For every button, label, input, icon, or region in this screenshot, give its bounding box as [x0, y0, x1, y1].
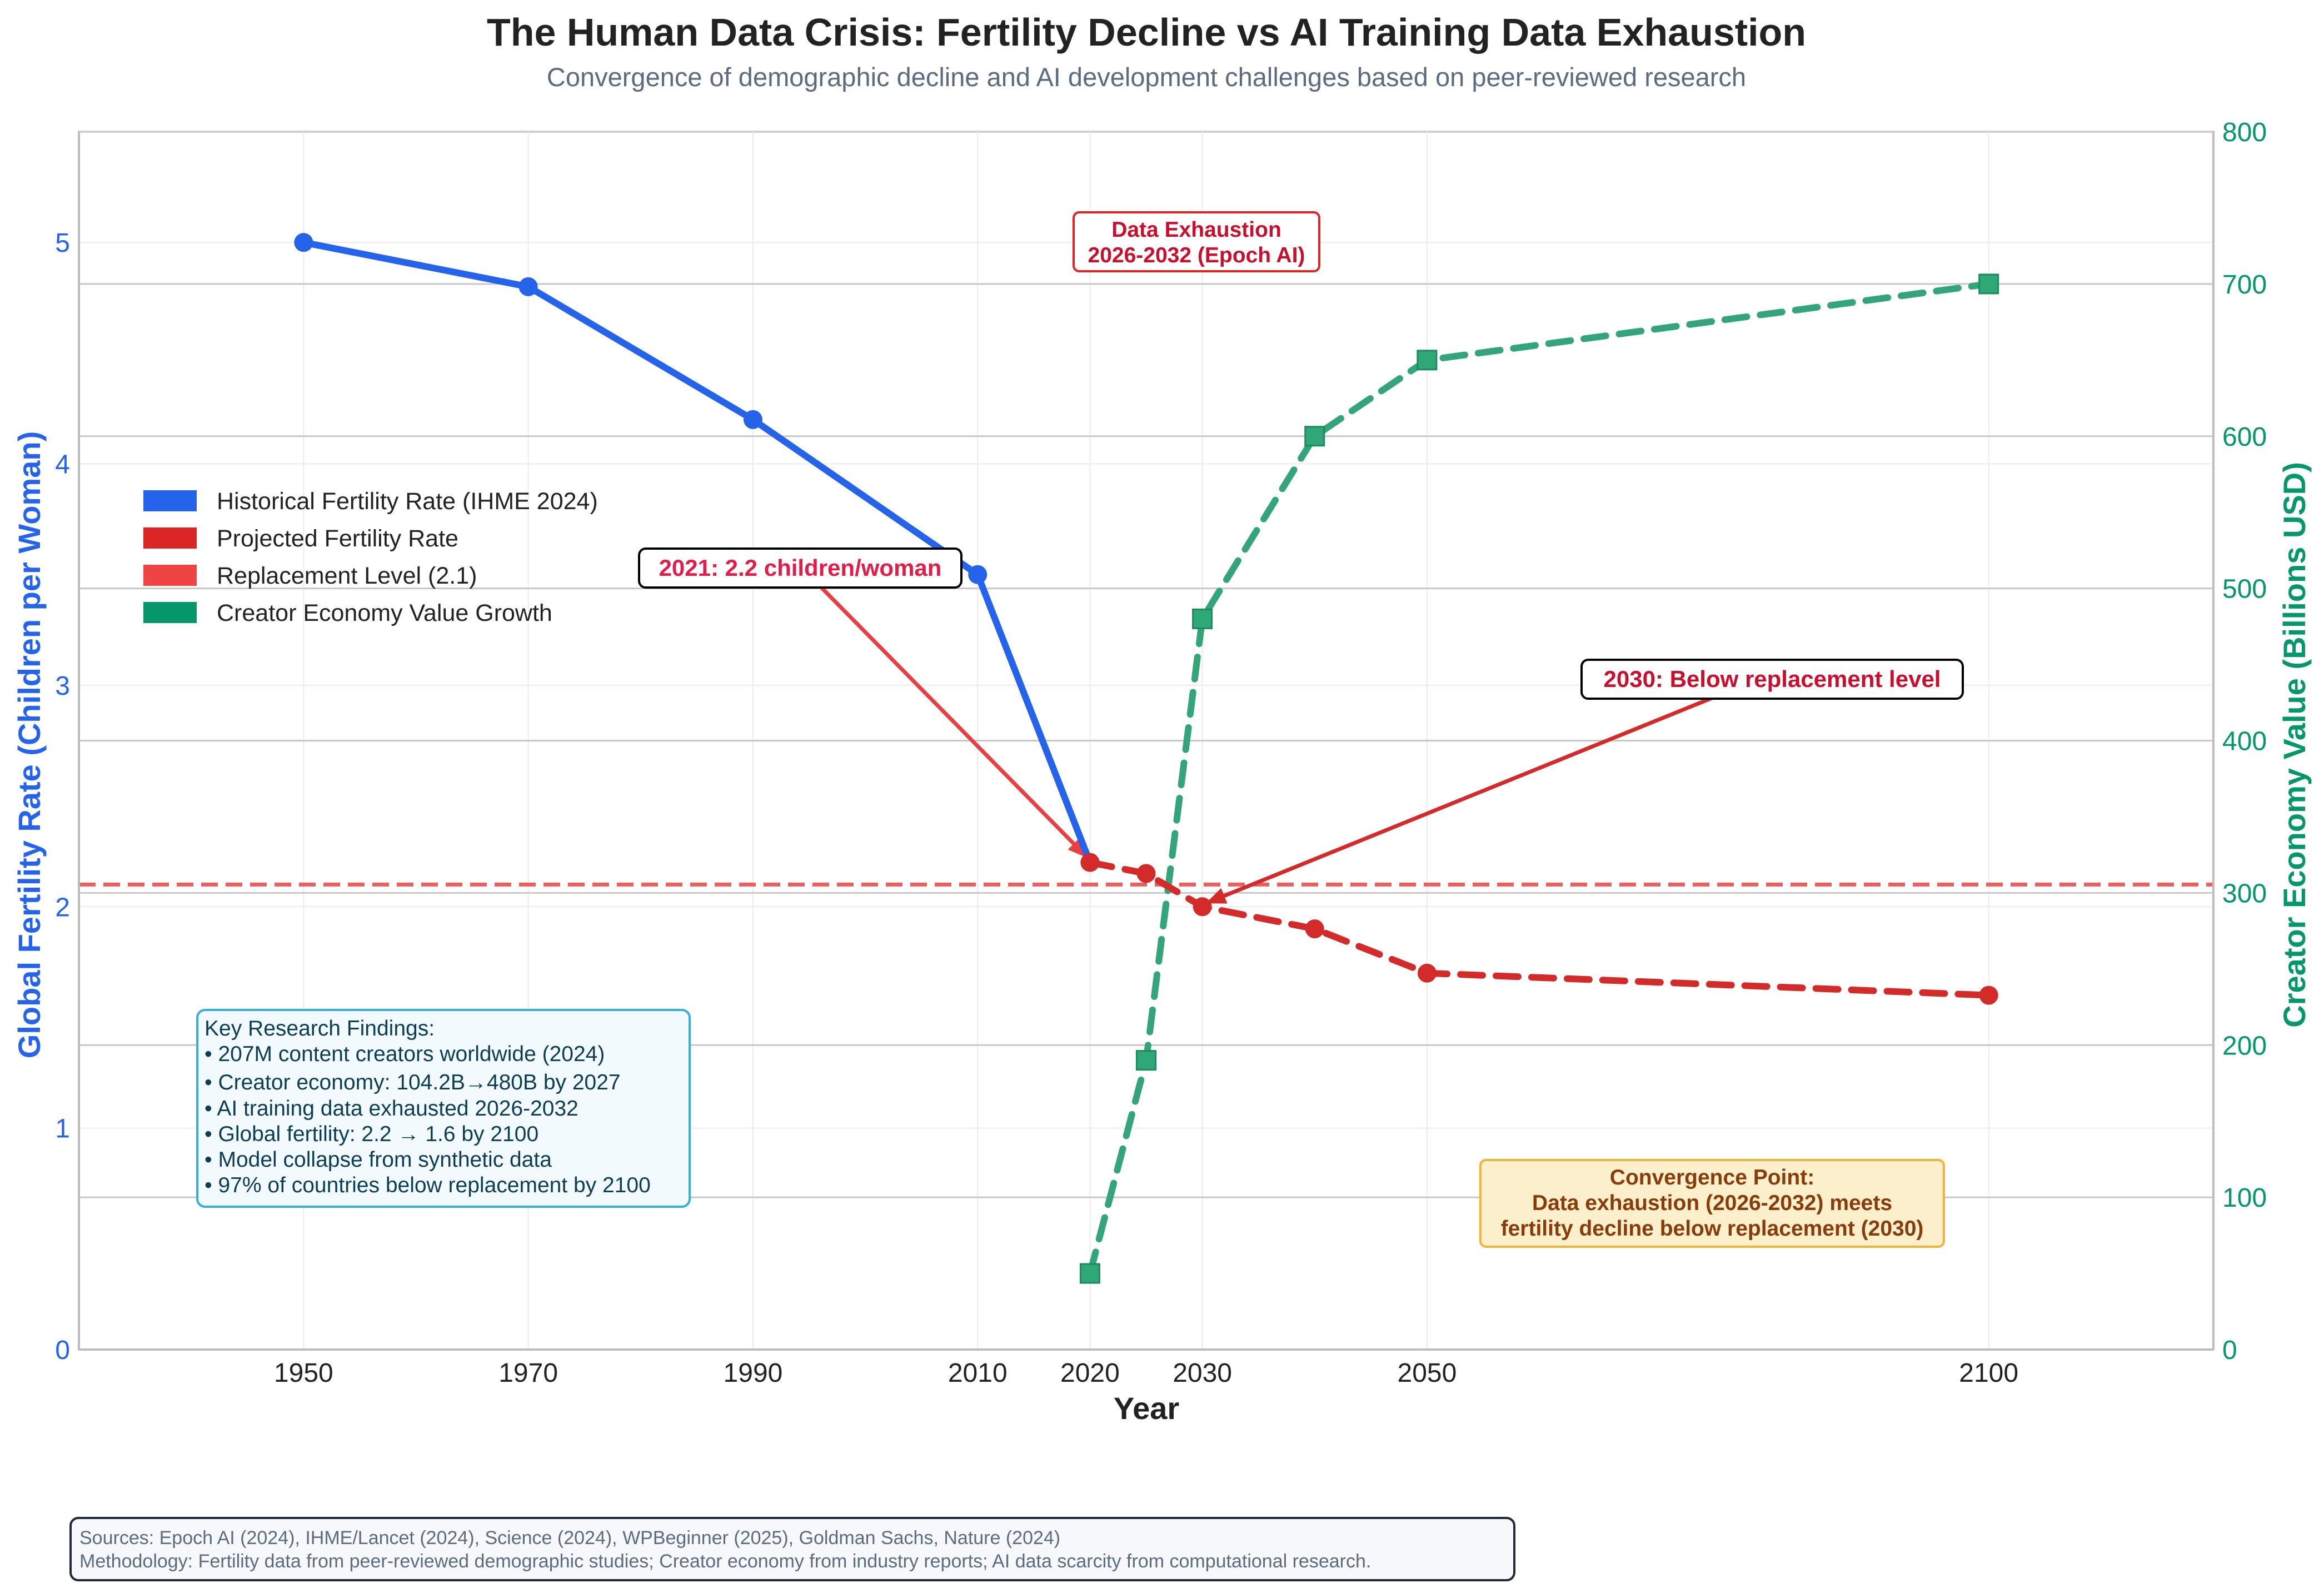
y-left-tick-label: 1: [55, 1114, 70, 1144]
fertility-2021-annotation: 2021: 2.2 children/woman: [638, 547, 962, 589]
legend-label-replacement: Replacement Level (2.1): [217, 562, 477, 589]
legend-swatch-creator: [143, 602, 197, 623]
x-tick-label: 2030: [1173, 1358, 1232, 1388]
y-left-tick-label: 0: [55, 1336, 70, 1365]
series-markers: [294, 233, 1999, 1284]
data-exhaustion-line-2: 2026-2032 (Epoch AI): [1088, 243, 1305, 267]
convergence-line-2: Data exhaustion (2026-2032) meets: [1532, 1191, 1892, 1215]
x-tick-label: 2020: [1060, 1358, 1120, 1388]
right-axis-gridlines: [79, 283, 2213, 1198]
findings-item: • Creator economy: 104.2B→480B by 2027: [205, 1071, 621, 1094]
y-left-tick-label: 2: [55, 893, 70, 922]
convergence-point-box: Convergence Point: Data exhaustion (2026…: [1479, 1159, 1945, 1248]
historical-point: [968, 565, 988, 584]
historical-point: [294, 233, 313, 252]
below-replacement-label: 2030: Below replacement level: [1604, 666, 1941, 692]
below-replacement-arrow-head: [1205, 888, 1228, 904]
x-tick-label: 1950: [274, 1358, 333, 1388]
findings-item: • 207M content creators worldwide (2024): [205, 1042, 605, 1066]
y-right-tick-label: 300: [2222, 879, 2267, 908]
annotation-arrows: [820, 586, 1721, 905]
chart-title: The Human Data Crisis: Fertility Decline…: [487, 11, 1806, 54]
chart-subtitle: Convergence of demographic decline and A…: [547, 62, 1746, 92]
x-tick-label: 1970: [498, 1358, 558, 1388]
creator-economy-point: [1304, 426, 1325, 447]
y-right-tick-label: 500: [2222, 575, 2267, 604]
convergence-line-1: Convergence Point:: [1610, 1166, 1814, 1189]
y-right-tick-label: 700: [2222, 270, 2267, 300]
x-tick-label: 2050: [1398, 1358, 1457, 1388]
legend-swatch-historical: [143, 490, 197, 511]
projected-point: [1136, 864, 1156, 883]
x-tick-label: 2100: [1959, 1358, 2018, 1388]
creator-economy-point: [1978, 273, 1999, 295]
projected-point: [1193, 897, 1212, 917]
findings-item: • AI training data exhausted 2026-2032: [205, 1097, 578, 1121]
x-tick-label: 2010: [948, 1358, 1008, 1388]
sources-line: Sources: Epoch AI (2024), IHME/Lancet (2…: [79, 1527, 1060, 1549]
methodology-line: Methodology: Fertility data from peer-re…: [79, 1551, 1371, 1572]
creator-economy-point: [1192, 608, 1213, 629]
findings-item: • Global fertility: 2.2 → 1.6 by 2100: [205, 1122, 538, 1146]
below-replacement-annotation: 2030: Below replacement level: [1580, 659, 1964, 700]
projected-point: [1979, 985, 1998, 1005]
legend-label-creator: Creator Economy Value Growth: [217, 600, 552, 626]
legend: Historical Fertility Rate (IHME 2024) Pr…: [143, 488, 598, 626]
y-right-tick-label: 400: [2222, 727, 2267, 756]
convergence-line-3: fertility decline below replacement (203…: [1501, 1217, 1924, 1241]
key-findings-box: Key Research Findings: • 207M content cr…: [196, 1009, 691, 1208]
legend-swatch-replacement: [143, 565, 197, 586]
findings-item: • Model collapse from synthetic data: [205, 1148, 552, 1172]
tick-labels: 1950 1970 1990 2010 2020 2030 2050 2100 0 1 2 3 4 5 0 1…: [55, 118, 2267, 1388]
y-axis-left-label: Global Fertility Rate (Children per Woma…: [12, 431, 47, 1058]
historical-point: [743, 410, 762, 429]
y-right-tick-label: 600: [2222, 422, 2267, 452]
creator-economy-line: [1086, 280, 1992, 1277]
findings-heading: Key Research Findings:: [205, 1017, 435, 1041]
creator-economy-point: [1417, 350, 1438, 371]
y-right-tick-label: 200: [2222, 1031, 2267, 1061]
creator-economy-point: [1136, 1050, 1156, 1071]
historical-point: [518, 277, 538, 296]
below-replacement-arrow: [1205, 693, 1721, 905]
data-exhaustion-line-1: Data Exhaustion: [1111, 218, 1281, 242]
y-axis-right-label: Creator Economy Value (Billions USD): [2277, 462, 2312, 1028]
projected-point: [1417, 963, 1437, 983]
y-right-tick-label: 800: [2222, 118, 2267, 147]
x-axis-label: Year: [1114, 1391, 1179, 1426]
fertility-2021-arrow: [820, 586, 1089, 860]
y-right-tick-label: 0: [2222, 1336, 2237, 1365]
y-left-tick-label: 3: [55, 671, 70, 701]
projected-point: [1080, 853, 1100, 872]
projected-point: [1305, 919, 1324, 939]
sources-footer: Sources: Epoch AI (2024), IHME/Lancet (2…: [69, 1517, 1515, 1581]
legend-label-historical: Historical Fertility Rate (IHME 2024): [217, 488, 598, 515]
y-left-tick-label: 5: [55, 228, 70, 258]
legend-label-projected: Projected Fertility Rate: [217, 525, 458, 552]
y-right-tick-label: 100: [2222, 1183, 2267, 1213]
data-exhaustion-annotation: Data Exhaustion 2026-2032 (Epoch AI): [1073, 211, 1320, 272]
legend-swatch-projected: [143, 527, 197, 549]
projected-fertility-line: [1086, 859, 1992, 999]
findings-item: • 97% of countries below replacement by …: [205, 1173, 651, 1197]
y-left-tick-label: 4: [55, 450, 70, 480]
creator-economy-point: [1079, 1263, 1100, 1284]
axes: [78, 132, 2215, 1351]
x-tick-label: 1990: [724, 1358, 783, 1388]
fertility-2021-label: 2021: 2.2 children/woman: [659, 555, 942, 581]
